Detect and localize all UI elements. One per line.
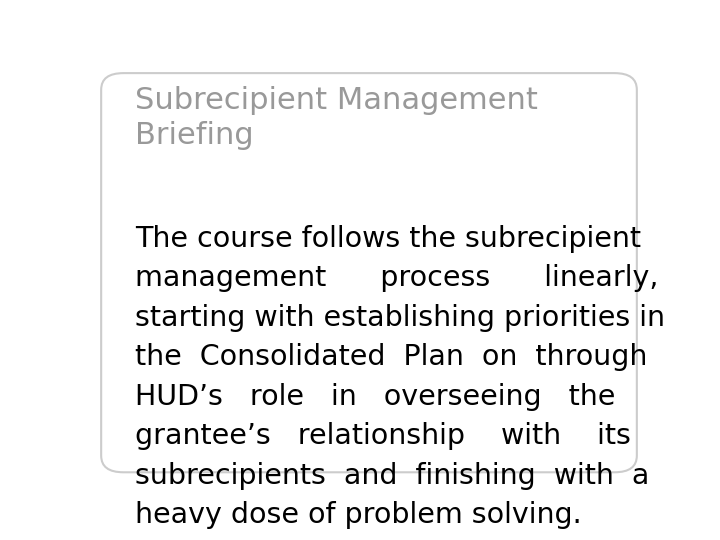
Text: heavy dose of problem solving.: heavy dose of problem solving. [135,502,581,529]
Text: Subrecipient Management
Briefing: Subrecipient Management Briefing [135,85,538,151]
Text: the  Consolidated  Plan  on  through: the Consolidated Plan on through [135,343,647,372]
Text: management      process      linearly,: management process linearly, [135,265,658,292]
Text: grantee’s   relationship    with    its: grantee’s relationship with its [135,422,631,450]
Text: subrecipients  and  finishing  with  a: subrecipients and finishing with a [135,462,649,490]
FancyBboxPatch shape [101,73,637,472]
Text: HUD’s   role   in   overseeing   the: HUD’s role in overseeing the [135,383,615,411]
Text: starting with establishing priorities in: starting with establishing priorities in [135,304,665,332]
Text: The course follows the subrecipient: The course follows the subrecipient [135,225,641,253]
